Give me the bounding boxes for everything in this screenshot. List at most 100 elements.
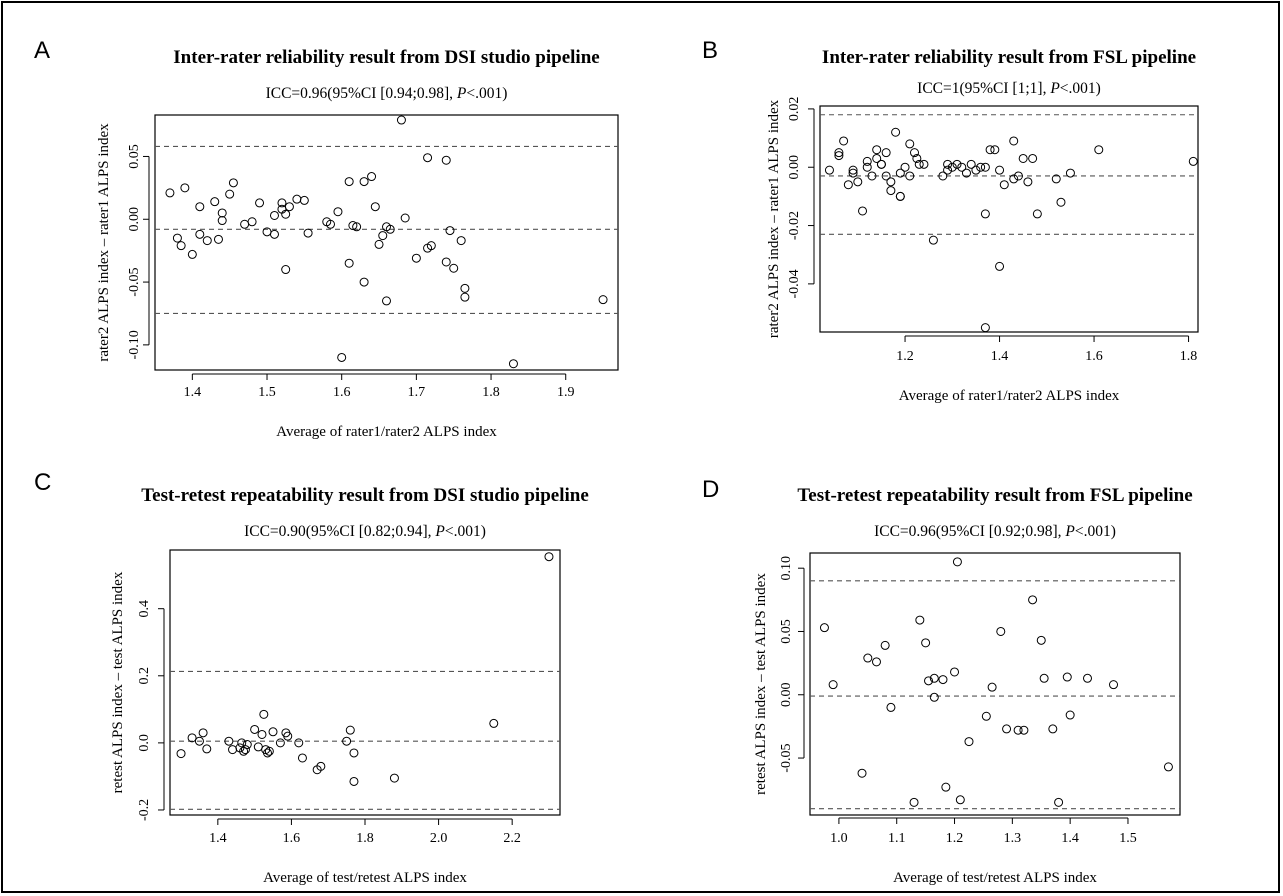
data-point: [255, 198, 265, 208]
panel-subtitle: ICC=1(95%CI [1;1], P<.001): [917, 80, 1101, 97]
data-point: [292, 194, 302, 204]
data-point: [980, 209, 990, 219]
x-axis-label: Average of rater1/rater2 ALPS index: [899, 388, 1120, 404]
x-tick-label: 1.5: [258, 385, 276, 400]
data-point: [325, 219, 335, 229]
x-tick-label: 1.8: [1180, 349, 1198, 364]
x-tick-label: 1.5: [1119, 831, 1137, 846]
data-point: [202, 236, 212, 246]
data-point: [1013, 171, 1023, 181]
data-point: [952, 159, 962, 169]
data-point: [344, 258, 354, 268]
data-point: [316, 761, 326, 771]
data-point: [886, 186, 896, 196]
y-tick-label: -0.04: [787, 269, 802, 298]
data-point: [598, 295, 608, 305]
data-point: [909, 797, 919, 807]
data-point: [910, 148, 919, 158]
data-point: [225, 189, 235, 199]
data-point: [456, 236, 466, 246]
data-point: [176, 749, 186, 759]
data-point: [217, 216, 227, 226]
data-point: [872, 145, 882, 155]
panel-title: Inter-rater reliability result from DSI …: [173, 47, 599, 68]
data-point: [900, 162, 910, 172]
data-point: [995, 165, 1005, 175]
data-point: [242, 740, 252, 750]
data-point: [345, 725, 355, 735]
subtitle-pvalue: <.001): [445, 523, 486, 540]
data-point: [995, 261, 1005, 271]
x-axis-label: Average of test/retest ALPS index: [263, 870, 467, 886]
data-point: [348, 221, 358, 231]
x-tick-label: 1.0: [830, 831, 848, 846]
panel-label: B: [702, 37, 718, 64]
data-point: [1163, 762, 1173, 772]
data-point: [198, 728, 208, 738]
x-tick-label: 2.0: [430, 831, 448, 846]
data-point: [240, 745, 250, 755]
data-point: [886, 702, 896, 712]
x-tick-label: 1.8: [356, 831, 374, 846]
x-tick-label: 1.4: [991, 349, 1009, 364]
data-point: [426, 241, 436, 251]
data-point: [957, 162, 967, 172]
data-point: [400, 213, 410, 223]
data-point: [980, 162, 990, 172]
data-point: [224, 736, 234, 746]
data-point: [1094, 145, 1104, 155]
data-point: [1039, 673, 1049, 683]
y-tick-label: 0.05: [779, 619, 794, 644]
data-point: [1018, 153, 1028, 163]
x-tick-label: 1.6: [1085, 349, 1103, 364]
data-point: [871, 657, 881, 667]
data-point: [445, 226, 455, 236]
data-point: [1062, 672, 1072, 682]
y-axis-label: rater2 ALPS index – rater1 ALPS index: [766, 99, 782, 338]
data-point: [359, 277, 369, 287]
data-point: [253, 742, 263, 752]
data-point: [299, 195, 309, 205]
data-point: [359, 177, 369, 187]
data-point: [370, 202, 380, 212]
data-point: [964, 737, 974, 747]
y-tick-label: 0.00: [127, 207, 142, 232]
data-point: [928, 235, 938, 245]
y-tick-label: -0.10: [127, 330, 142, 359]
y-tick-label: 0.4: [137, 600, 152, 618]
y-tick-label: 0.0: [137, 734, 152, 752]
data-point: [180, 183, 190, 193]
data-point: [342, 736, 352, 746]
x-tick-label: 1.4: [1061, 831, 1079, 846]
data-point: [449, 263, 459, 273]
data-point: [257, 729, 267, 739]
panel-title: Inter-rater reliability result from FSL …: [822, 47, 1196, 68]
data-point: [895, 191, 905, 201]
data-point: [966, 159, 976, 169]
plot-box: [169, 549, 561, 816]
data-point: [195, 229, 205, 239]
data-point: [1188, 156, 1198, 166]
subtitle-p: P: [456, 85, 467, 102]
data-point: [886, 177, 896, 187]
data-point: [921, 638, 931, 648]
y-tick-label: 0.10: [779, 556, 794, 581]
data-point: [929, 692, 939, 702]
data-point: [1028, 595, 1038, 605]
data-point: [1051, 174, 1061, 184]
data-point: [980, 323, 990, 333]
data-point: [848, 168, 858, 178]
data-point: [905, 139, 915, 149]
data-point: [294, 738, 304, 748]
data-point: [862, 156, 872, 166]
subtitle-icc: ICC=1(95%CI [1;1],: [917, 80, 1050, 97]
plot-box: [819, 105, 1199, 333]
data-point: [924, 676, 934, 686]
panel-a: A Inter-rater reliability result from DSI…: [34, 37, 619, 440]
data-point: [999, 180, 1009, 190]
data-point: [284, 202, 294, 212]
y-axis-label: retest ALPS index – test ALPS index: [753, 573, 769, 795]
data-point: [385, 224, 395, 234]
